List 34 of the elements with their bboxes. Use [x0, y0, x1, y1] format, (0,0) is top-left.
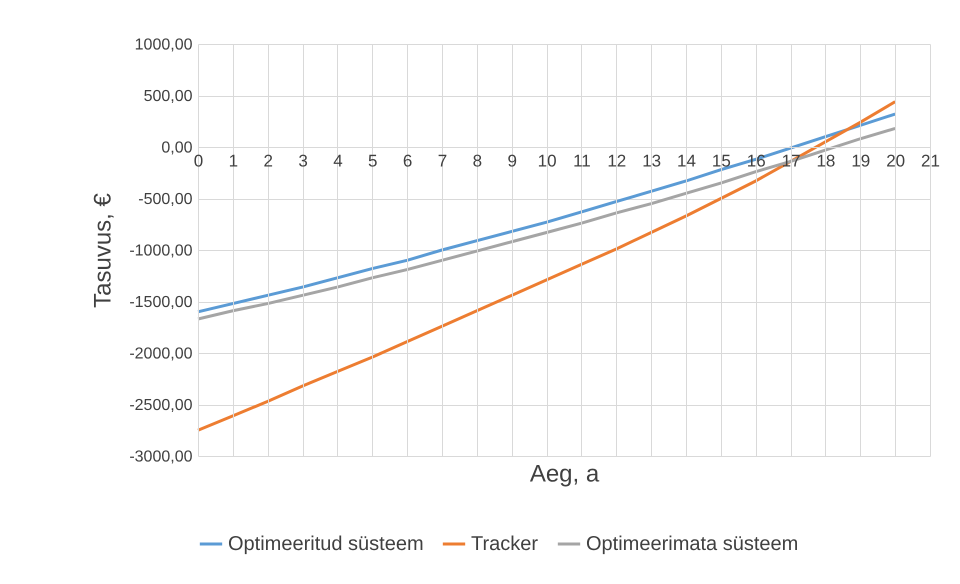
x-tick-label: 15 [712, 152, 731, 170]
y-axis-title: Tasuvus, € [89, 192, 116, 308]
x-tick-label: 3 [298, 152, 308, 170]
y-tick-label: -1500,00 [129, 294, 193, 311]
x-tick-label: 8 [472, 152, 482, 170]
x-tick-label: 19 [851, 152, 870, 170]
x-tick-label: 0 [194, 152, 204, 170]
x-tick-label: 20 [886, 152, 906, 170]
legend-label: Tracker [471, 533, 538, 555]
x-tick-label: 14 [677, 152, 696, 170]
y-tick-label: 500,00 [144, 88, 193, 105]
x-axis-title: Aeg, a [530, 460, 600, 488]
y-tick-label: -500,00 [138, 191, 193, 208]
x-tick-label: 13 [642, 152, 662, 170]
legend-label: Optimeeritud süsteem [228, 533, 424, 555]
x-tick-label: 6 [402, 152, 412, 170]
y-tick-label: -2500,00 [129, 397, 193, 414]
y-tick-label: -1000,00 [129, 242, 193, 260]
x-tick-label: 7 [438, 152, 448, 170]
x-tick-label: 9 [507, 152, 517, 170]
x-tick-label: 2 [263, 152, 273, 170]
x-tick-label: 12 [607, 152, 626, 170]
y-tick-label: -3000,00 [129, 448, 193, 466]
x-tick-label: 11 [573, 152, 591, 170]
y-tick-label: -2000,00 [129, 346, 193, 362]
x-tick-label: 5 [368, 152, 378, 170]
x-tick-label: 18 [816, 152, 836, 170]
x-tick-label: 1 [228, 152, 238, 170]
legend-label: Optimeerimata süsteem [586, 533, 798, 555]
x-tick-label: 21 [921, 152, 940, 170]
y-tick-label: 1000,00 [134, 36, 193, 54]
x-tick-label: 10 [538, 152, 557, 170]
y-tick-label: 0,00 [161, 140, 193, 156]
x-tick-label: 4 [333, 152, 343, 170]
